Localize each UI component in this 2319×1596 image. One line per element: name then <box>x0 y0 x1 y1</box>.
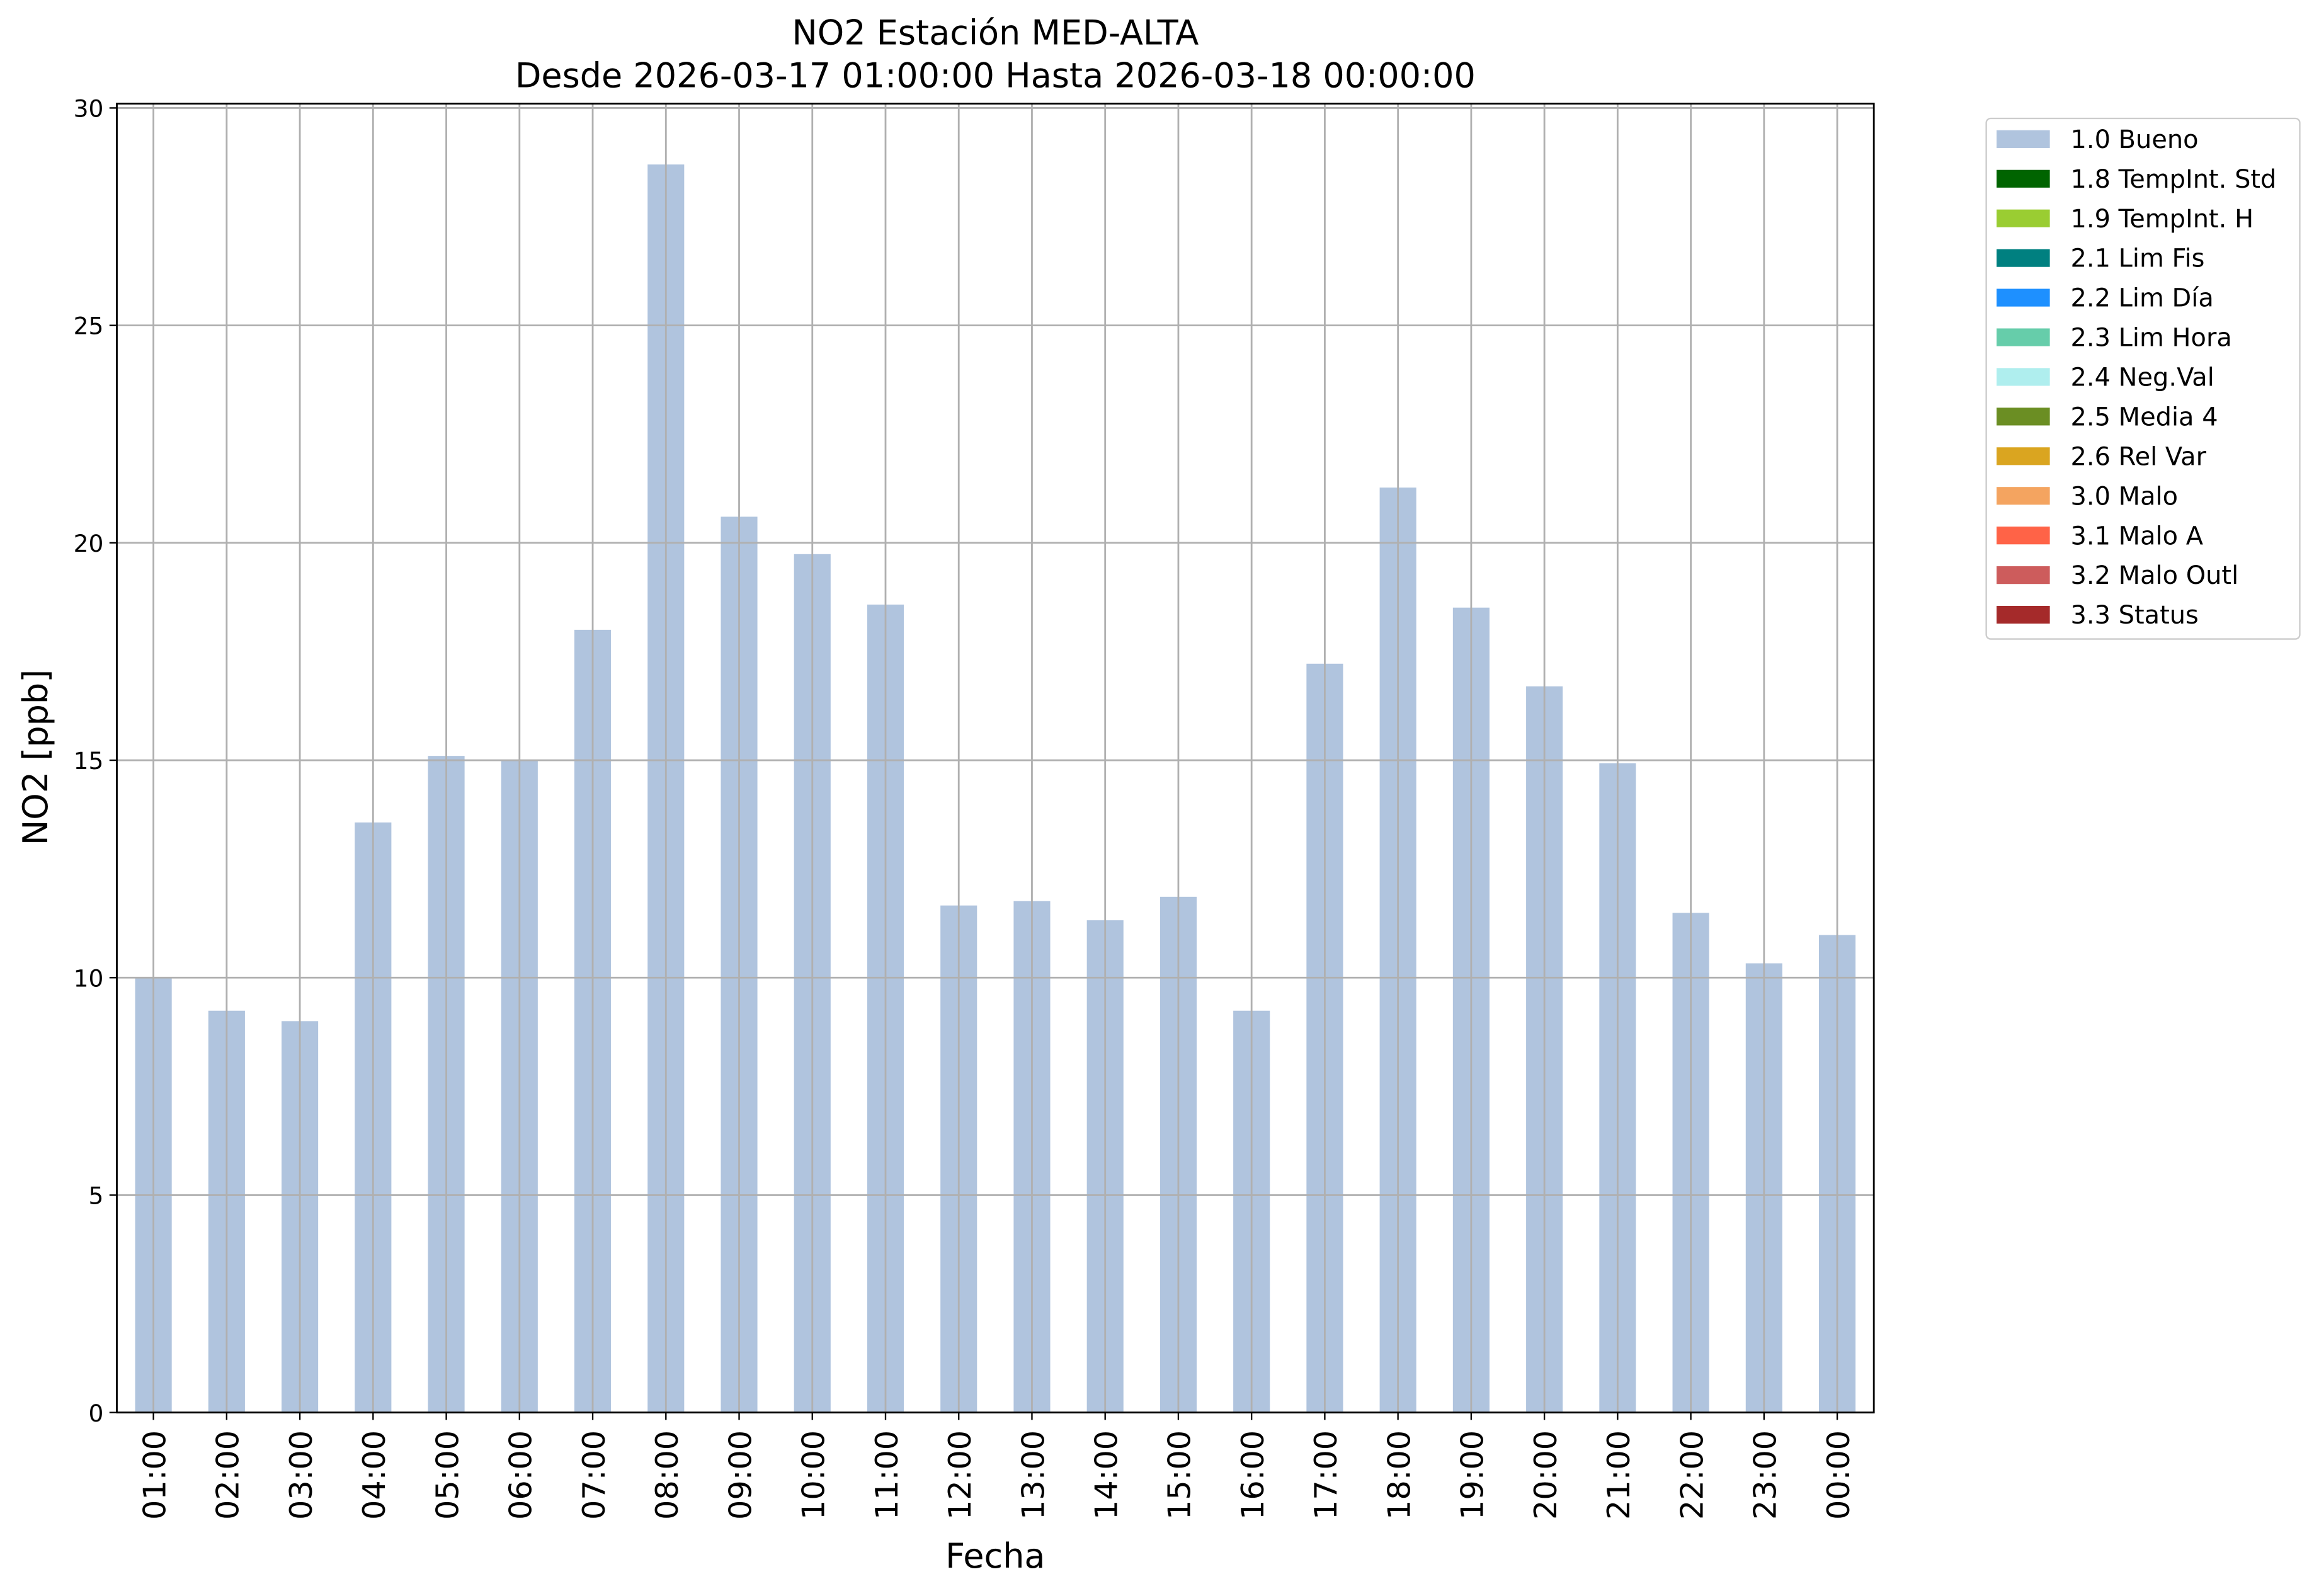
legend-label: 1.8 TempInt. Std <box>2071 165 2277 194</box>
x-tick-label: 12:00 <box>942 1430 978 1520</box>
legend-label: 3.3 Status <box>2071 601 2199 630</box>
legend-label: 2.1 Lim Fis <box>2071 244 2205 273</box>
x-tick-label: 14:00 <box>1088 1430 1124 1520</box>
x-tick-label: 10:00 <box>795 1430 832 1520</box>
chart-title: NO2 Estación MED-ALTA <box>792 13 1199 53</box>
legend-swatch <box>1997 209 2050 227</box>
x-tick-label: 06:00 <box>503 1430 539 1520</box>
y-axis-label: NO2 [ppb] <box>16 670 55 845</box>
x-axis-label: Fecha <box>945 1536 1045 1576</box>
legend-swatch <box>1997 566 2050 584</box>
legend: 1.0 Bueno 1.8 TempInt. Std 1.9 TempInt. H 2… <box>1985 117 2301 640</box>
y-tick-label: 5 <box>88 1182 103 1210</box>
legend-label: 2.5 Media 4 <box>2071 402 2218 431</box>
x-tick-label: 13:00 <box>1015 1430 1051 1520</box>
y-tick-label: 0 <box>88 1399 103 1427</box>
y-tick-label: 25 <box>74 312 104 340</box>
legend-swatch <box>1997 527 2050 545</box>
x-tick-label: 23:00 <box>1747 1430 1784 1520</box>
legend-label: 3.0 Malo <box>2071 482 2179 511</box>
x-tick-label: 18:00 <box>1381 1430 1417 1520</box>
x-tick-label: 21:00 <box>1600 1430 1637 1520</box>
x-tick-label: 09:00 <box>722 1430 758 1520</box>
x-tick-label: 04:00 <box>356 1430 392 1520</box>
legend-swatch <box>1997 447 2050 465</box>
y-tick-label: 10 <box>74 964 104 992</box>
legend-label: 2.4 Neg.Val <box>2071 363 2214 392</box>
x-tick-label: 22:00 <box>1673 1430 1710 1520</box>
y-tick-label: 20 <box>74 530 104 557</box>
x-tick-label: 05:00 <box>429 1430 465 1520</box>
legend-swatch <box>1997 368 2050 386</box>
x-tick-label: 20:00 <box>1527 1430 1564 1520</box>
y-tick-label: 30 <box>74 95 104 123</box>
x-tick-label: 03:00 <box>283 1430 319 1520</box>
legend-swatch <box>1997 169 2050 188</box>
legend-swatch <box>1997 249 2050 267</box>
x-tick-label: 19:00 <box>1454 1430 1491 1520</box>
legend-label: 2.6 Rel Var <box>2071 442 2207 471</box>
legend-swatch <box>1997 487 2050 505</box>
x-tick-label: 15:00 <box>1161 1430 1198 1520</box>
legend-swatch <box>1997 328 2050 346</box>
legend-swatch <box>1997 130 2050 148</box>
x-tick-label: 08:00 <box>649 1430 685 1520</box>
x-tick-label: 07:00 <box>576 1430 612 1520</box>
legend-label: 2.3 Lim Hora <box>2071 324 2232 353</box>
x-tick-label: 02:00 <box>210 1430 246 1520</box>
x-tick-label: 17:00 <box>1308 1430 1344 1520</box>
x-tick-label: 16:00 <box>1234 1430 1271 1520</box>
x-tick-label: 00:00 <box>1820 1430 1857 1520</box>
legend-label: 1.0 Bueno <box>2071 125 2199 154</box>
chart-subtitle: Desde 2026-03-17 01:00:00 Hasta 2026-03-… <box>515 56 1476 96</box>
plot-frame <box>116 103 1875 1414</box>
x-tick-label: 11:00 <box>869 1430 905 1520</box>
legend-swatch <box>1997 288 2050 307</box>
x-tick-label: 01:00 <box>136 1430 173 1520</box>
legend-label: 2.2 Lim Día <box>2071 284 2214 313</box>
legend-label: 1.9 TempInt. H <box>2071 205 2254 234</box>
legend-swatch <box>1997 605 2050 624</box>
legend-swatch <box>1997 408 2050 426</box>
legend-label: 3.2 Malo Outl <box>2071 561 2239 590</box>
legend-label: 3.1 Malo A <box>2071 522 2204 550</box>
legend-frame <box>1985 117 2301 640</box>
y-tick-label: 15 <box>74 747 104 775</box>
